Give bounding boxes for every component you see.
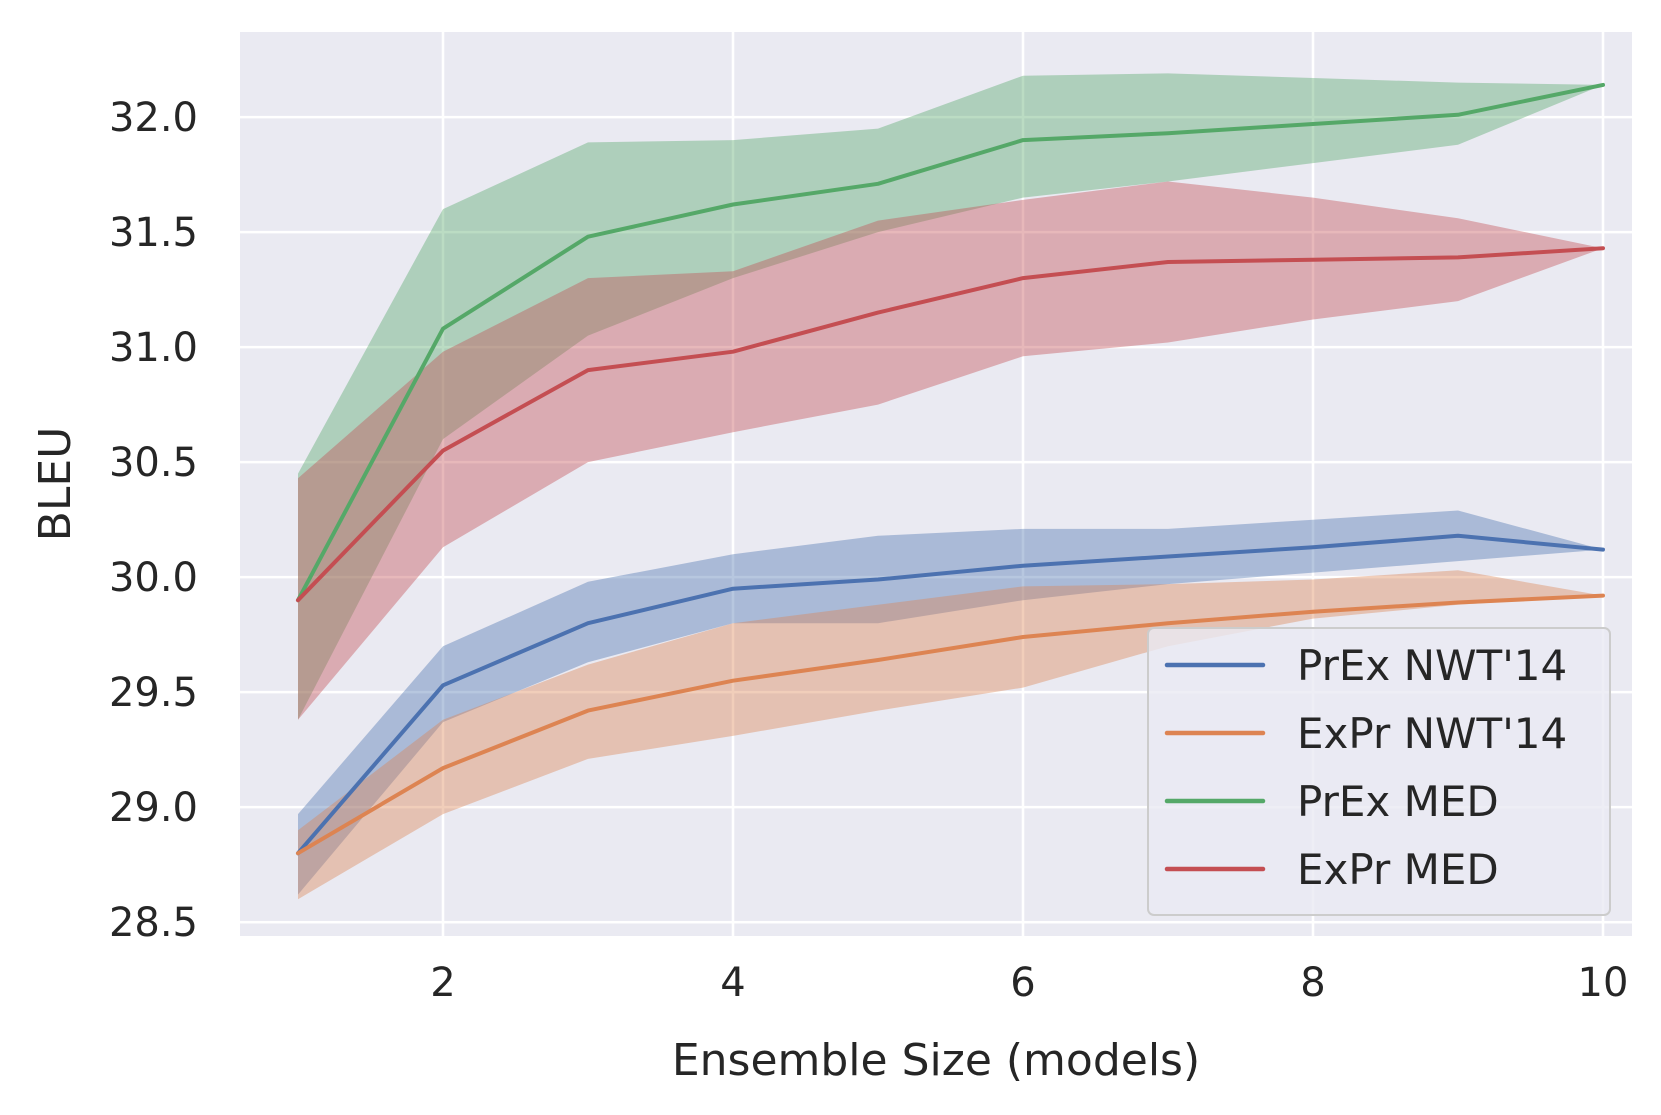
grid-lines (240, 32, 1632, 936)
series-line (296, 533, 1605, 856)
x-tick-label: 6 (1010, 960, 1035, 1006)
x-tick-labels: 2 4 6 8 10 (430, 960, 1628, 1006)
y-tick-label: 31.0 (109, 325, 198, 371)
y-tick-label: 29.5 (109, 670, 198, 716)
series-line (296, 82, 1605, 603)
series-line (296, 593, 1605, 856)
series-line (296, 246, 1605, 603)
legend-label: PrEx NWT'14 (1297, 641, 1567, 690)
legend-label: ExPr MED (1297, 845, 1499, 894)
y-tick-label: 31.5 (109, 210, 198, 256)
x-tick-label: 10 (1578, 960, 1629, 1006)
y-tick-label: 30.0 (109, 555, 198, 601)
x-tick-label: 2 (430, 960, 455, 1006)
legend-label: ExPr NWT'14 (1297, 709, 1567, 758)
y-tick-label: 28.5 (109, 900, 198, 946)
legend-box (1147, 627, 1611, 916)
legend: PrEx NWT'14 ExPr NWT'14 PrEx MED ExPr MED (1147, 627, 1611, 916)
y-tick-labels: 28.5 29.0 29.5 30.0 30.5 31.0 31.5 32.0 (109, 95, 198, 946)
x-tick-label: 8 (1300, 960, 1325, 1006)
y-tick-label: 30.5 (109, 440, 198, 486)
confidence-band (298, 73, 1603, 720)
y-tick-label: 29.0 (109, 785, 198, 831)
y-axis-label: BLEU (30, 427, 81, 542)
x-tick-label: 4 (720, 960, 745, 1006)
confidence-band (298, 510, 1603, 895)
y-tick-label: 32.0 (109, 95, 198, 141)
series-lines (296, 82, 1605, 856)
x-axis-label: Ensemble Size (models) (672, 1035, 1200, 1086)
confidence-band (298, 181, 1603, 720)
legend-label: PrEx MED (1297, 777, 1499, 826)
